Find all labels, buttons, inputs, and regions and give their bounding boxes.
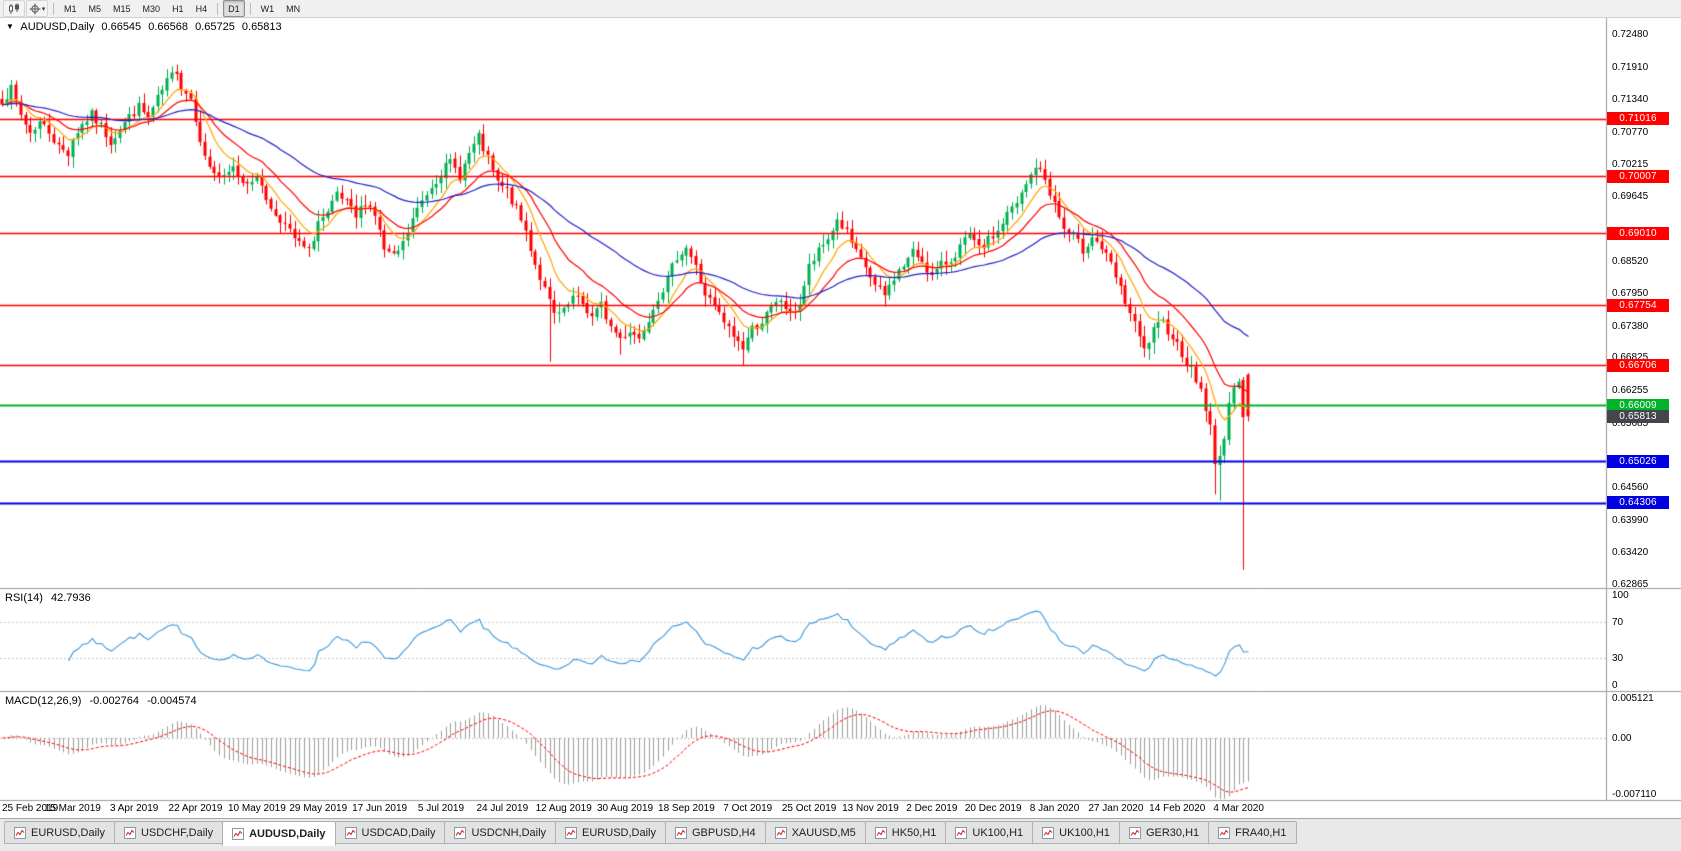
chart-tab-label: AUDUSD,Daily — [249, 827, 326, 840]
chart-tab-label: EURUSD,Daily — [31, 826, 105, 839]
crosshair-icon — [29, 3, 41, 14]
chart-tab-icon — [1128, 826, 1141, 839]
time-scale[interactable] — [0, 800, 1681, 818]
chart-type-button[interactable] — [3, 0, 25, 17]
timeframe-button-M1[interactable]: M1 — [64, 3, 77, 14]
chart-tab-label: UK100,H1 — [972, 826, 1024, 839]
timeframe-button-H4[interactable]: H4 — [195, 3, 208, 14]
line-tools-button[interactable]: ▾ — [26, 0, 48, 17]
chart-tab-label: USDCAD,Daily — [361, 826, 436, 839]
chart-tab-icon — [565, 826, 578, 839]
toolbar: ▾ M1 M5 M15 M30 H1 H4 D1 W1 MN — [0, 0, 1681, 18]
chart-tab-EURUSD-Daily[interactable]: EURUSD,Daily — [4, 821, 115, 844]
timeframe-button-MN[interactable]: MN — [286, 3, 301, 14]
chart-tab-icon — [123, 826, 136, 839]
chart-tab-AUDUSD-Daily[interactable]: AUDUSD,Daily — [222, 821, 336, 846]
chart-tab-label: HK50,H1 — [891, 826, 937, 839]
chart-tab-icon — [675, 826, 687, 839]
timeframe-button-M15[interactable]: M15 — [113, 3, 131, 14]
chart-tab-icon — [874, 826, 887, 839]
chart-tab-FRA40-H1[interactable]: FRA40,H1 — [1208, 821, 1297, 844]
timeframe-button-W1[interactable]: W1 — [260, 3, 275, 14]
chart-tab-USDCHF-Daily[interactable]: USDCHF,Daily — [113, 821, 224, 844]
chart-tab-EURUSD-Daily[interactable]: EURUSD,Daily — [555, 821, 666, 844]
chart-tab-label: EURUSD,Daily — [582, 826, 656, 839]
chart-tab-HK50-H1[interactable]: HK50,H1 — [864, 821, 947, 844]
price-scale[interactable] — [1606, 18, 1681, 800]
chart-tab-USDCNH-Daily[interactable]: USDCNH,Daily — [444, 821, 557, 844]
timeframe-button-H1[interactable]: H1 — [172, 3, 184, 14]
chart-window-tabs: EURUSD,Daily USDCHF,Daily AUDUSD,Daily USDC… — [0, 818, 1681, 851]
chart-tab-label: FRA40,H1 — [1235, 826, 1287, 839]
chart-tab-icon — [1042, 826, 1055, 839]
chart-tab-icon — [1218, 826, 1231, 839]
chart-tab-icon — [344, 826, 357, 839]
chart-tab-XAUUSD-M5[interactable]: XAUUSD,M5 — [764, 821, 866, 844]
chart-tab-GER30-H1[interactable]: GER30,H1 — [1118, 821, 1210, 844]
timeframe-button-D1[interactable]: D1 — [223, 0, 245, 17]
timeframe-button-M30[interactable]: M30 — [142, 3, 161, 14]
chart-tab-icon — [774, 826, 787, 839]
chart-tab-icon — [454, 826, 467, 839]
chart-tab-label: USDCNH,Daily — [471, 826, 547, 839]
chart-tab-label: USDCHF,Daily — [140, 826, 214, 839]
chart-tab-UK100-H1[interactable]: UK100,H1 — [1032, 821, 1120, 844]
chart-tab-icon — [232, 827, 245, 840]
timeframe-button-group: M1 M5 M15 M30 H1 H4 D1 W1 MN — [58, 0, 306, 17]
timeframe-button-M5[interactable]: M5 — [88, 3, 102, 14]
candlestick-chart-icon — [9, 3, 19, 14]
chart-tab-USDCAD-Daily[interactable]: USDCAD,Daily — [334, 821, 446, 844]
chart-tab-GBPUSD-H4[interactable]: GBPUSD,H4 — [665, 821, 766, 844]
chart-tab-label: XAUUSD,M5 — [791, 826, 856, 839]
dropdown-caret-icon: ▾ — [41, 5, 46, 13]
toolbar-separator — [217, 2, 219, 15]
toolbar-separator — [249, 2, 251, 15]
chart-tab-label: UK100,H1 — [1059, 826, 1110, 839]
chart-tab-label: GBPUSD,H4 — [692, 826, 756, 839]
chart-tab-icon — [955, 826, 968, 839]
chart-tab-UK100-H1[interactable]: UK100,H1 — [945, 821, 1034, 844]
chart-tab-label: GER30,H1 — [1145, 826, 1200, 839]
chart-canvas[interactable] — [0, 0, 1681, 818]
toolbar-separator — [53, 2, 54, 15]
chart-tab-icon — [14, 826, 26, 839]
